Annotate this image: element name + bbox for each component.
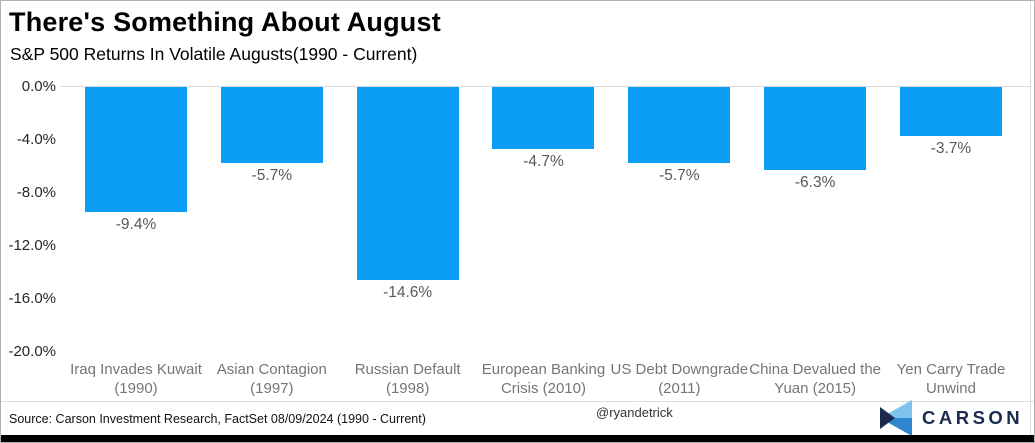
bar-value-label: -9.4% xyxy=(115,216,157,233)
category-label: European Banking Crisis (2010) xyxy=(481,361,606,397)
carson-logo: CARSON xyxy=(878,400,1023,436)
bar xyxy=(356,87,459,280)
carson-wordmark: CARSON xyxy=(922,407,1024,428)
carson-logo-icon xyxy=(878,400,914,436)
category-label: Asian Contagion (1997) xyxy=(216,361,327,397)
source-text: Source: Carson Investment Research, Fact… xyxy=(9,412,426,426)
y-axis-tick-label: -12.0% xyxy=(8,237,56,254)
bar-value-label: -3.7% xyxy=(930,140,972,157)
bottom-black-bar xyxy=(1,435,1034,442)
bar xyxy=(220,87,323,163)
category-label: US Debt Downgrade (2011) xyxy=(610,361,749,397)
chart-subtitle: S&P 500 Returns In Volatile Augusts(1990… xyxy=(10,44,418,64)
bar-value-label: -5.7% xyxy=(251,167,293,184)
chart-title: There's Something About August xyxy=(9,7,441,37)
bar-value-label: -5.7% xyxy=(659,167,700,184)
category-label: Iraq Invades Kuwait (1990) xyxy=(70,361,202,397)
bar xyxy=(628,87,731,163)
bar xyxy=(764,87,867,170)
y-axis-tick-label: -16.0% xyxy=(8,290,56,307)
bar xyxy=(85,87,187,212)
y-axis-tick-label: -8.0% xyxy=(16,184,56,201)
bar-value-label: -4.7% xyxy=(523,153,564,170)
zero-gridline xyxy=(60,86,1031,87)
category-label: Yen Carry Trade Unwind xyxy=(896,361,1006,397)
plot-right-border xyxy=(1030,1,1031,435)
bar-value-label: -6.3% xyxy=(794,174,836,191)
y-axis-tick-label: 0.0% xyxy=(21,78,56,95)
twitter-handle: @ryandetrick xyxy=(596,405,673,420)
category-label: Russian Default (1998) xyxy=(354,361,461,397)
bar xyxy=(899,87,1002,136)
y-axis-tick-label: -20.0% xyxy=(8,343,56,360)
y-axis-tick-label: -4.0% xyxy=(16,131,56,148)
category-label: China Devalued the Yuan (2015) xyxy=(749,361,882,397)
bar xyxy=(492,87,595,149)
bar-value-label: -14.6% xyxy=(383,284,433,301)
footer-divider xyxy=(1,401,1034,402)
